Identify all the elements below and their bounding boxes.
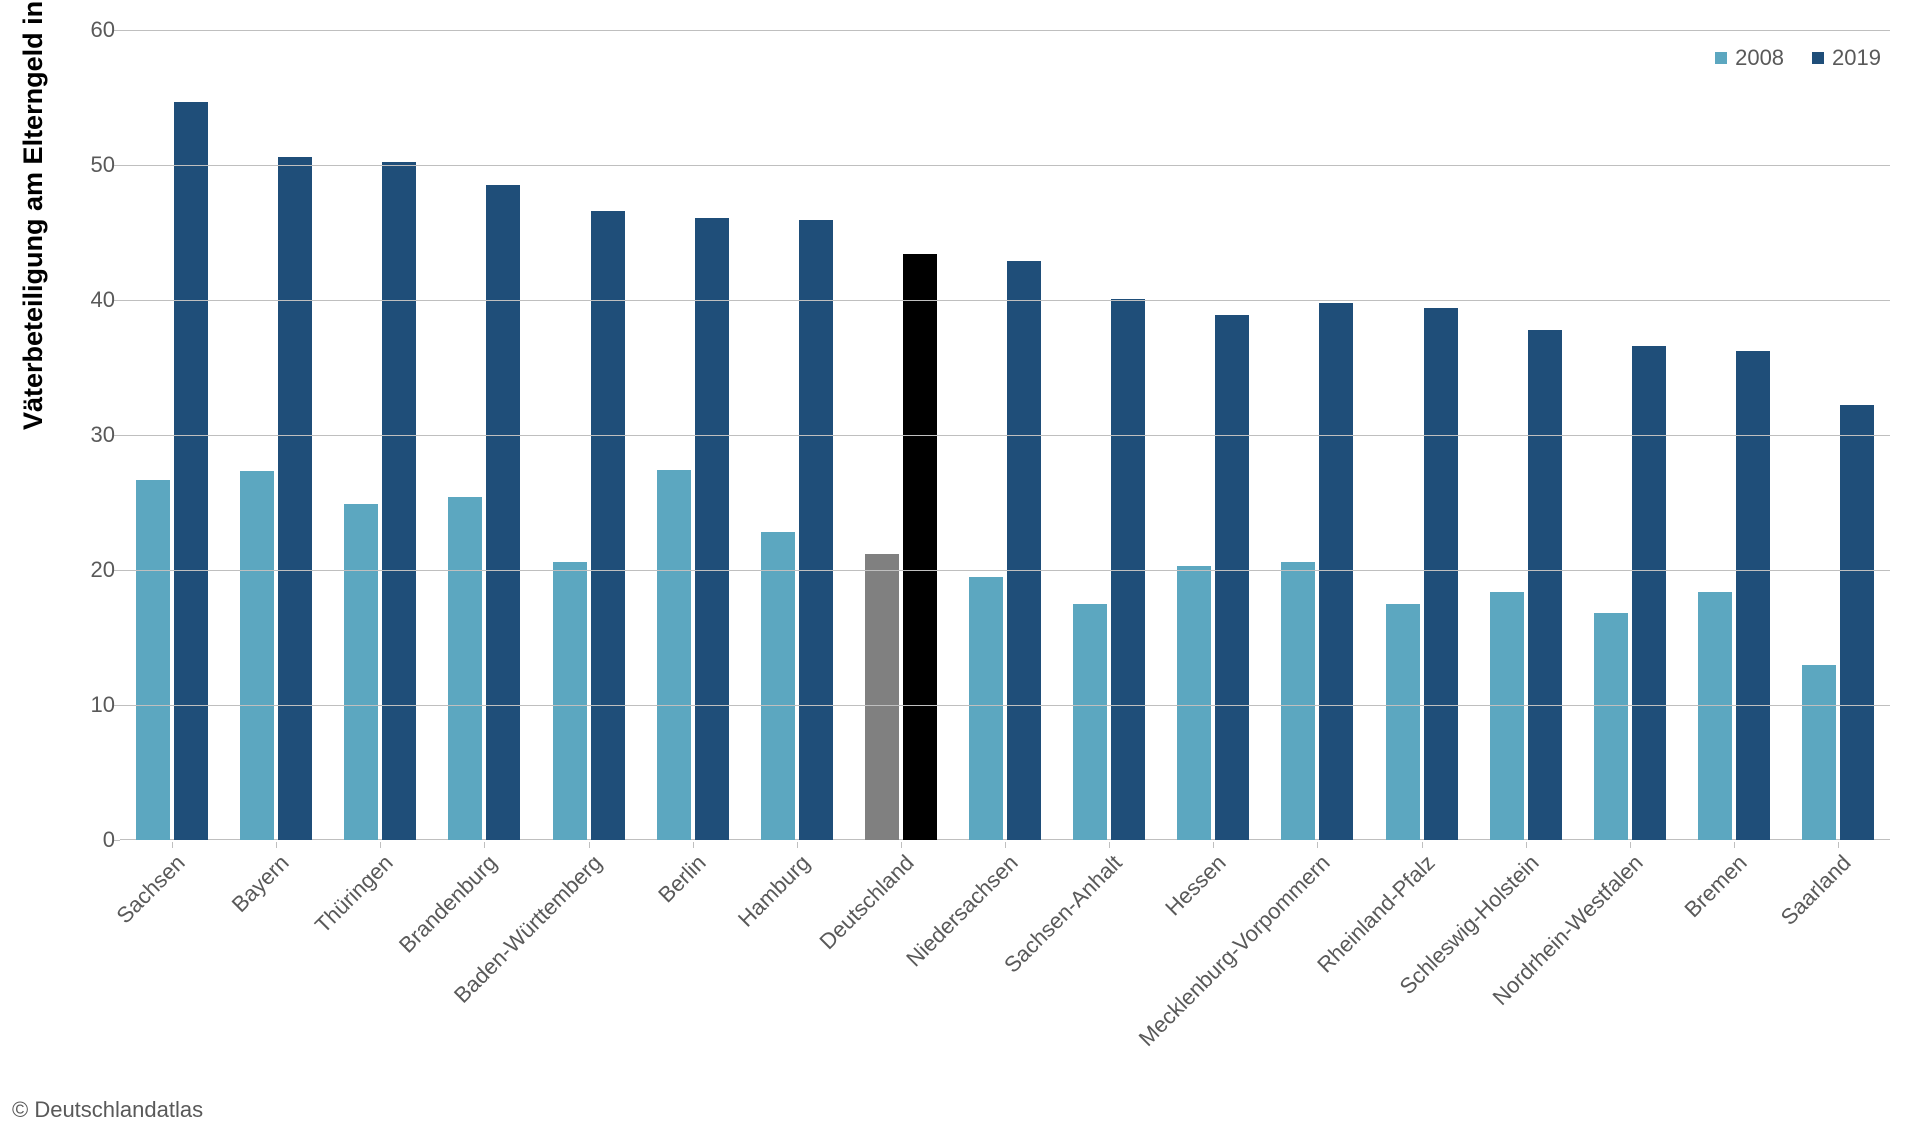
- bar-v2019: [903, 254, 937, 840]
- bar-v2008: [761, 532, 795, 840]
- bar-v2019: [695, 218, 729, 840]
- y-tick-label: 0: [75, 827, 115, 853]
- y-tick-label: 20: [75, 557, 115, 583]
- gridline: [120, 570, 1890, 571]
- x-tick-mark: [797, 842, 798, 848]
- x-tick-mark: [172, 842, 173, 848]
- bar-v2019: [1736, 351, 1770, 840]
- gridline: [120, 300, 1890, 301]
- bar-v2008: [865, 554, 899, 840]
- x-tick-mark: [693, 842, 694, 848]
- x-axis-label: Bremen: [1679, 850, 1752, 923]
- bar-v2019: [1215, 315, 1249, 840]
- x-label-cell: Sachsen-Anhalt: [1057, 842, 1161, 1102]
- bar-v2019: [1632, 346, 1666, 840]
- x-label-cell: Niedersachsen: [953, 842, 1057, 1102]
- bar-v2008: [969, 577, 1003, 840]
- x-tick-mark: [589, 842, 590, 848]
- x-label-cell: Baden-Württemberg: [537, 842, 641, 1102]
- x-tick-mark: [1838, 842, 1839, 848]
- x-tick-mark: [1422, 842, 1423, 848]
- x-axis-label: Saarland: [1776, 850, 1857, 931]
- x-label-cell: Thüringen: [328, 842, 432, 1102]
- bar-v2008: [1594, 613, 1628, 840]
- bar-v2008: [240, 471, 274, 840]
- chart-container: Väterbeteiligung am Elterngeld in % 0102…: [0, 0, 1921, 1135]
- x-label-cell: Berlin: [641, 842, 745, 1102]
- y-tick-label: 40: [75, 287, 115, 313]
- bar-v2008: [1698, 592, 1732, 840]
- x-tick-mark: [1734, 842, 1735, 848]
- x-tick-mark: [901, 842, 902, 848]
- bar-v2008: [553, 562, 587, 840]
- x-tick-mark: [484, 842, 485, 848]
- bar-v2019: [1528, 330, 1562, 840]
- x-tick-mark: [380, 842, 381, 848]
- bar-v2019: [1840, 405, 1874, 840]
- plot-area: 0102030405060: [120, 30, 1890, 840]
- x-axis-label: Hessen: [1161, 850, 1232, 921]
- bar-v2019: [174, 102, 208, 840]
- legend-swatch: [1812, 52, 1824, 64]
- x-label-cell: Saarland: [1786, 842, 1890, 1102]
- bar-v2008: [1177, 566, 1211, 840]
- legend-item: 2019: [1812, 45, 1881, 71]
- y-tick-label: 10: [75, 692, 115, 718]
- bar-v2008: [657, 470, 691, 840]
- bar-v2019: [1424, 308, 1458, 840]
- x-label-cell: Mecklenburg-Vorpommern: [1265, 842, 1369, 1102]
- gridline: [120, 30, 1890, 31]
- bar-v2019: [1319, 303, 1353, 840]
- x-tick-mark: [1630, 842, 1631, 848]
- y-axis-title: Väterbeteiligung am Elterngeld in %: [18, 0, 49, 430]
- bar-v2019: [486, 185, 520, 840]
- x-label-cell: Nordrhein-Westfalen: [1578, 842, 1682, 1102]
- copyright-text: © Deutschlandatlas: [12, 1097, 203, 1123]
- x-tick-mark: [1005, 842, 1006, 848]
- bar-v2008: [448, 497, 482, 840]
- x-label-cell: Deutschland: [849, 842, 953, 1102]
- bar-v2008: [1490, 592, 1524, 840]
- gridline: [120, 165, 1890, 166]
- x-tick-mark: [1213, 842, 1214, 848]
- x-labels-row: SachsenBayernThüringenBrandenburgBaden-W…: [120, 842, 1890, 1102]
- bar-v2008: [1802, 665, 1836, 841]
- bar-v2019: [799, 220, 833, 840]
- bar-v2008: [1073, 604, 1107, 840]
- legend-swatch: [1715, 52, 1727, 64]
- legend-label: 2008: [1735, 45, 1784, 71]
- legend: 2008 2019: [1715, 45, 1881, 71]
- bar-v2019: [591, 211, 625, 840]
- bar-v2008: [136, 480, 170, 840]
- x-axis-label: Bayern: [227, 850, 295, 918]
- bar-v2008: [1386, 604, 1420, 840]
- x-label-cell: Hamburg: [745, 842, 849, 1102]
- legend-item: 2008: [1715, 45, 1784, 71]
- y-tick-label: 30: [75, 422, 115, 448]
- x-label-cell: Bremen: [1682, 842, 1786, 1102]
- x-tick-mark: [276, 842, 277, 848]
- bar-v2019: [278, 157, 312, 840]
- x-tick-mark: [1317, 842, 1318, 848]
- bar-v2008: [1281, 562, 1315, 840]
- x-axis-label: Sachsen: [112, 850, 191, 929]
- x-label-cell: Bayern: [224, 842, 328, 1102]
- x-label-cell: Sachsen: [120, 842, 224, 1102]
- bar-v2019: [382, 162, 416, 840]
- gridline: [120, 435, 1890, 436]
- y-tick-label: 60: [75, 17, 115, 43]
- x-axis-label: Berlin: [653, 850, 711, 908]
- y-tick-label: 50: [75, 152, 115, 178]
- bar-v2019: [1007, 261, 1041, 840]
- x-axis-label: Hamburg: [733, 850, 815, 932]
- legend-label: 2019: [1832, 45, 1881, 71]
- bar-v2008: [344, 504, 378, 840]
- gridline: [120, 705, 1890, 706]
- x-tick-mark: [1109, 842, 1110, 848]
- x-tick-mark: [1526, 842, 1527, 848]
